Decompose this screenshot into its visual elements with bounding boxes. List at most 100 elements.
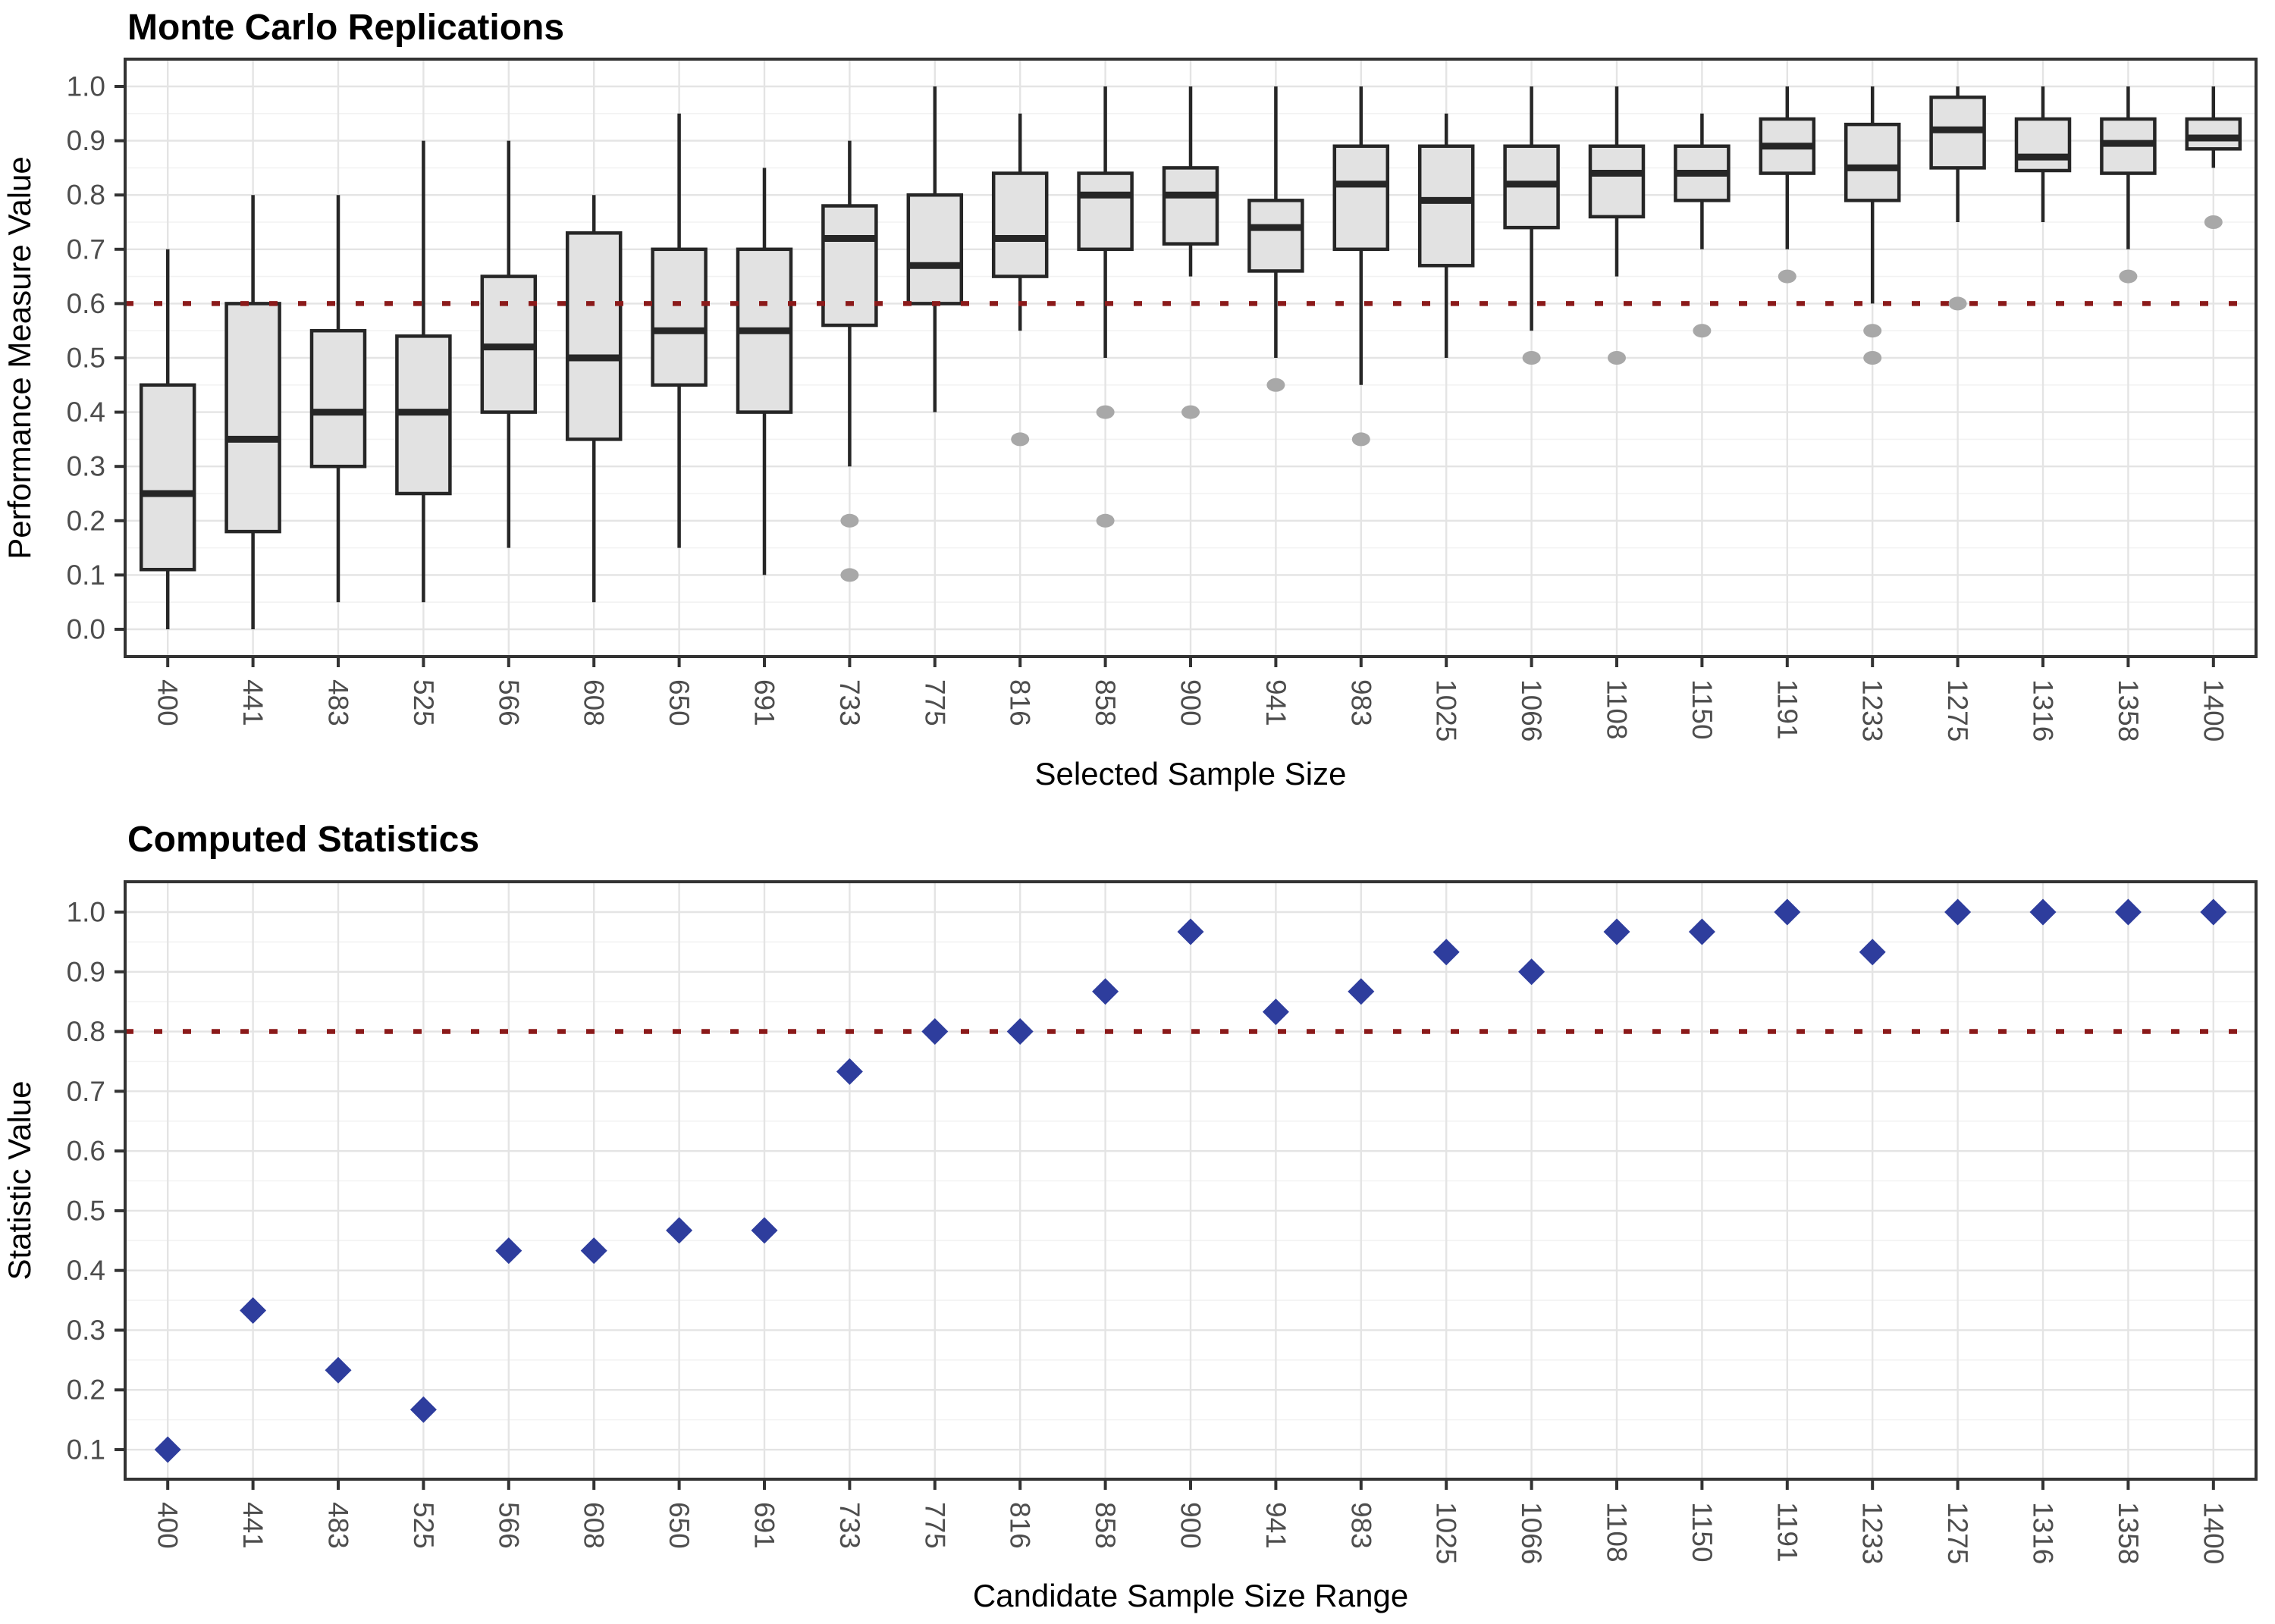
x-tick-label: 733 xyxy=(834,679,865,726)
data-point-diamond xyxy=(1348,978,1375,1005)
y-tick-label: 0.1 xyxy=(67,1434,105,1466)
x-tick-label: 1025 xyxy=(1431,679,1462,741)
x-tick-label: 816 xyxy=(1005,679,1036,726)
boxplot-group xyxy=(1674,113,1731,249)
y-tick-label: 0.7 xyxy=(67,234,105,265)
boxplot-group xyxy=(1417,113,1475,358)
boxplot-group xyxy=(2014,86,2072,222)
data-point-diamond xyxy=(410,1396,437,1423)
outlier-point xyxy=(840,568,859,582)
data-point-diamond xyxy=(325,1356,352,1384)
data-point-diamond xyxy=(1092,978,1119,1005)
y-tick-label: 1.0 xyxy=(67,71,105,102)
y-tick-label: 0.4 xyxy=(67,1255,105,1286)
outlier-point xyxy=(1948,296,1967,311)
x-tick-label: 1233 xyxy=(1857,1502,1888,1564)
x-tick-label: 1191 xyxy=(1771,679,1803,740)
scatter-chart-canvas: 0.1 0.2 0.3 0.4 0.5 0.6 0.7 0.8 0.9 1.0 400 441 483 5… xyxy=(2,820,2258,1613)
boxplot-box xyxy=(2185,117,2242,151)
outlier-point xyxy=(1096,405,1115,419)
y-tick-label: 0.0 xyxy=(67,614,105,645)
x-tick-label: 650 xyxy=(664,679,695,726)
boxplot-group xyxy=(1077,86,1134,358)
x-tick-label: 733 xyxy=(834,1502,865,1549)
boxplot-group xyxy=(395,140,452,603)
x-tick-label: 1108 xyxy=(1602,1502,1633,1563)
boxplot-box xyxy=(991,171,1049,278)
boxplot-group xyxy=(1844,86,1901,304)
outlier-point xyxy=(1522,351,1541,365)
boxplot-group xyxy=(736,168,793,575)
outlier-point xyxy=(1011,432,1030,447)
x-tick-label: 1358 xyxy=(2113,1502,2144,1564)
boxplot-group xyxy=(651,113,708,548)
x-tick-label: 775 xyxy=(919,679,950,726)
x-axis-title: Candidate Sample Size Range xyxy=(973,1578,1408,1613)
data-point-diamond xyxy=(666,1217,693,1244)
boxplot-group xyxy=(224,195,281,629)
x-tick-label: 983 xyxy=(1345,1502,1376,1549)
data-point-diamond xyxy=(2114,898,2142,926)
boxplot-group xyxy=(906,86,964,412)
data-point-diamond xyxy=(1944,898,1972,926)
x-tick-label: 691 xyxy=(749,1502,780,1549)
boxplot-box xyxy=(906,193,964,306)
x-tick-label: 608 xyxy=(579,1502,610,1549)
boxplot-group xyxy=(1929,86,1986,222)
x-tick-label: 483 xyxy=(323,679,354,726)
data-point-diamond xyxy=(1432,939,1460,966)
boxplot-group xyxy=(991,113,1049,331)
x-tick-label: 400 xyxy=(152,679,184,726)
data-point-diamond xyxy=(751,1217,778,1244)
x-tick-label: 941 xyxy=(1260,1502,1291,1549)
x-tick-label: 900 xyxy=(1175,679,1207,726)
boxplot-box xyxy=(1588,144,1646,219)
data-point-diamond xyxy=(1859,939,1886,966)
y-tick-label: 0.5 xyxy=(67,1195,105,1226)
y-tick-label: 0.7 xyxy=(67,1076,105,1107)
x-tick-label: 1108 xyxy=(1602,679,1633,740)
x-tick-label: 1316 xyxy=(2028,679,2059,741)
y-tick-label: 0.8 xyxy=(67,1016,105,1047)
outliers xyxy=(840,215,2223,582)
x-tick-label: 1150 xyxy=(1687,679,1718,740)
boxplot-box xyxy=(1162,166,1219,246)
axes: 0.0 0.1 0.2 0.3 0.4 0.5 0.6 0.7 0.8 0.9 1.0 400 441 4… xyxy=(67,71,2230,742)
data-point-diamond xyxy=(495,1237,522,1265)
boxplot-group xyxy=(1759,86,1816,249)
outlier-point xyxy=(1693,324,1712,338)
x-tick-label: 650 xyxy=(664,1502,695,1549)
chart-title: Computed Statistics xyxy=(127,820,479,860)
x-tick-label: 608 xyxy=(579,679,610,726)
x-tick-label: 858 xyxy=(1090,679,1121,726)
boxplot-group xyxy=(1332,86,1390,385)
x-tick-label: 691 xyxy=(749,679,780,726)
x-tick-label: 900 xyxy=(1175,1502,1207,1549)
data-point-diamond xyxy=(2029,898,2057,926)
y-tick-label: 0.9 xyxy=(67,125,105,156)
data-point-diamond xyxy=(1262,999,1289,1026)
outlier-point xyxy=(1863,351,1882,365)
boxplot-group xyxy=(309,195,367,603)
boxplot-group xyxy=(1588,86,1646,277)
data-point-diamond xyxy=(836,1058,863,1085)
x-tick-label: 566 xyxy=(493,1502,524,1549)
y-tick-label: 0.6 xyxy=(67,288,105,319)
x-tick-label: 983 xyxy=(1345,679,1376,726)
x-tick-label: 1400 xyxy=(2198,679,2229,741)
boxplot-group xyxy=(1162,86,1219,277)
x-tick-label: 1066 xyxy=(1516,1502,1547,1564)
data-point-diamond xyxy=(2200,898,2227,926)
x-tick-label: 441 xyxy=(237,679,268,726)
y-tick-label: 0.6 xyxy=(67,1136,105,1167)
boxplot-box xyxy=(1332,144,1390,252)
boxplot-group xyxy=(480,140,538,548)
outlier-point xyxy=(1778,269,1796,284)
x-tick-label: 775 xyxy=(919,1502,950,1549)
boxplot-chart: 0.0 0.1 0.2 0.3 0.4 0.5 0.6 0.7 0.8 0.9 1.0 400 441 4… xyxy=(2,8,2258,792)
outlier-point xyxy=(2119,269,2138,284)
boxplot-group xyxy=(2100,86,2157,249)
boxplot-group xyxy=(139,249,196,629)
x-tick-label: 1275 xyxy=(1942,679,1973,741)
